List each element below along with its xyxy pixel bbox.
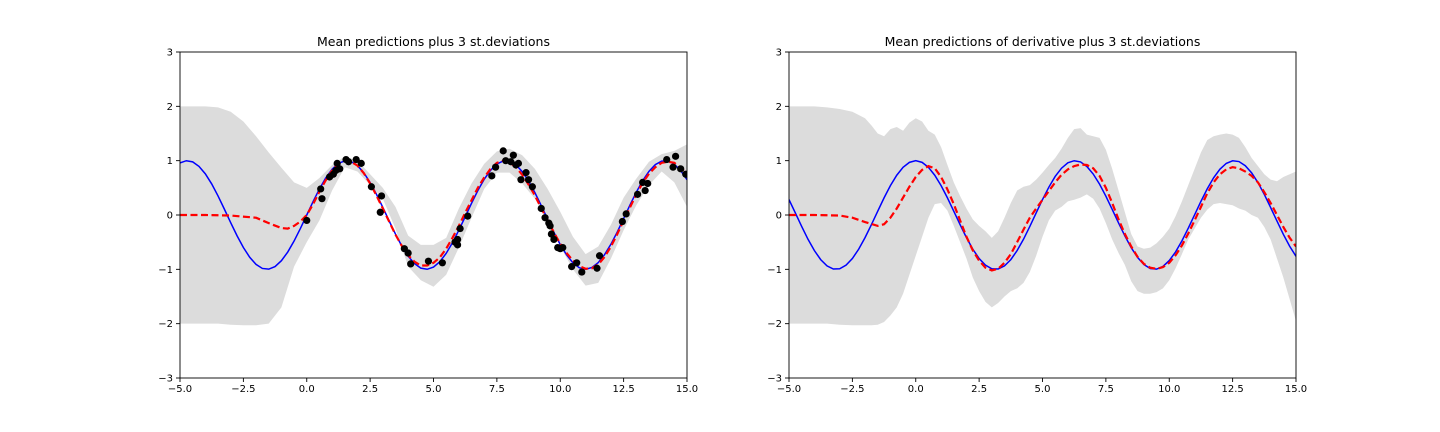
x-tick-label: 15.0 [676,384,698,395]
data-point [595,252,604,260]
uncertainty-band [789,106,1296,326]
data-point [641,186,649,195]
data-point [509,151,517,159]
y-tick-label: 1 [167,156,173,167]
data-point [424,257,433,265]
data-point [377,192,386,200]
data-point [404,249,412,257]
x-tick-label: 15.0 [1285,384,1307,395]
chart-title: Mean predictions plus 3 st.deviations [317,34,550,49]
data-point [464,212,472,220]
uncertainty-band [180,106,687,326]
data-point [568,263,576,271]
y-tick-label: −2 [767,319,782,330]
data-point [488,172,496,180]
x-tick-label: −2.5 [840,384,864,395]
data-point [618,217,626,226]
plot-area [789,106,1296,326]
data-point [622,210,630,218]
data-point [528,183,536,191]
y-tick-label: −3 [158,374,173,385]
x-tick-label: 5.0 [426,384,442,395]
data-point [333,159,341,167]
data-point [682,170,687,178]
data-point [367,183,375,191]
x-tick-label: 2.5 [362,384,378,395]
x-tick-label: 10.0 [549,384,571,395]
data-point [317,185,325,193]
mean-prediction-line [180,159,687,270]
data-point [633,190,642,198]
x-tick-label: 0.0 [908,384,924,395]
data-point [663,155,671,164]
x-tick-label: 7.5 [489,384,505,395]
x-tick-label: 12.5 [1221,384,1243,395]
data-point [514,159,523,167]
true-function-line [789,159,1296,270]
y-tick-label: −1 [158,265,173,276]
data-point [522,169,530,177]
data-point [492,163,500,171]
y-tick-label: 0 [167,211,173,222]
x-tick-label: −2.5 [231,384,255,395]
data-point [644,179,652,188]
data-point [376,208,384,216]
data-point [453,241,462,249]
data-point [550,235,558,244]
y-tick-label: 0 [776,211,782,222]
data-point [453,235,462,244]
data-point [438,259,446,267]
x-tick-label: −5.0 [168,384,192,395]
data-point [559,244,567,252]
mean-prediction-line [789,163,1296,272]
data-point [318,195,326,203]
data-point [524,176,533,184]
x-tick-label: 2.5 [971,384,987,395]
data-point [357,159,365,167]
data-point [671,152,680,160]
y-tick-label: 2 [167,102,173,113]
data-point [578,268,586,276]
data-point [344,158,353,166]
data-point [573,259,581,267]
data-point [352,155,360,164]
data-point [547,230,555,238]
x-tick-label: −5.0 [777,384,801,395]
y-tick-label: 3 [167,48,173,59]
data-point [537,204,545,213]
y-tick-label: 1 [776,156,782,167]
data-point [336,165,344,173]
data-point [303,216,311,225]
chart-title: Mean predictions of derivative plus 3 st… [885,34,1201,49]
x-tick-label: 5.0 [1035,384,1051,395]
x-tick-label: 10.0 [1158,384,1180,395]
data-point [546,222,554,230]
y-tick-label: 3 [776,48,782,59]
data-point [499,147,507,155]
y-tick-label: 2 [776,102,782,113]
y-tick-label: −3 [767,374,782,385]
y-tick-label: −1 [767,265,782,276]
chart-panel-2: −5.0 −2.5 0.0 2.5 5.0 7.5 10.0 12.5 15.0 −3 −2 −1 0 1… [767,34,1307,395]
y-tick-label: −2 [158,319,173,330]
chart-panel-1: −5.0 −2.5 0.0 2.5 5.0 7.5 10.0 12.5 15.0 −3 −2 −1 0 1… [158,34,698,395]
data-point [677,165,685,173]
data-point [456,224,464,233]
data-point [593,264,601,272]
x-tick-label: 0.0 [299,384,315,395]
x-tick-label: 7.5 [1098,384,1114,395]
data-point [669,163,677,171]
data-point [407,260,415,268]
x-tick-label: 12.5 [612,384,634,395]
data-point [517,176,525,184]
data-point [541,214,549,222]
plot-area [180,106,687,326]
